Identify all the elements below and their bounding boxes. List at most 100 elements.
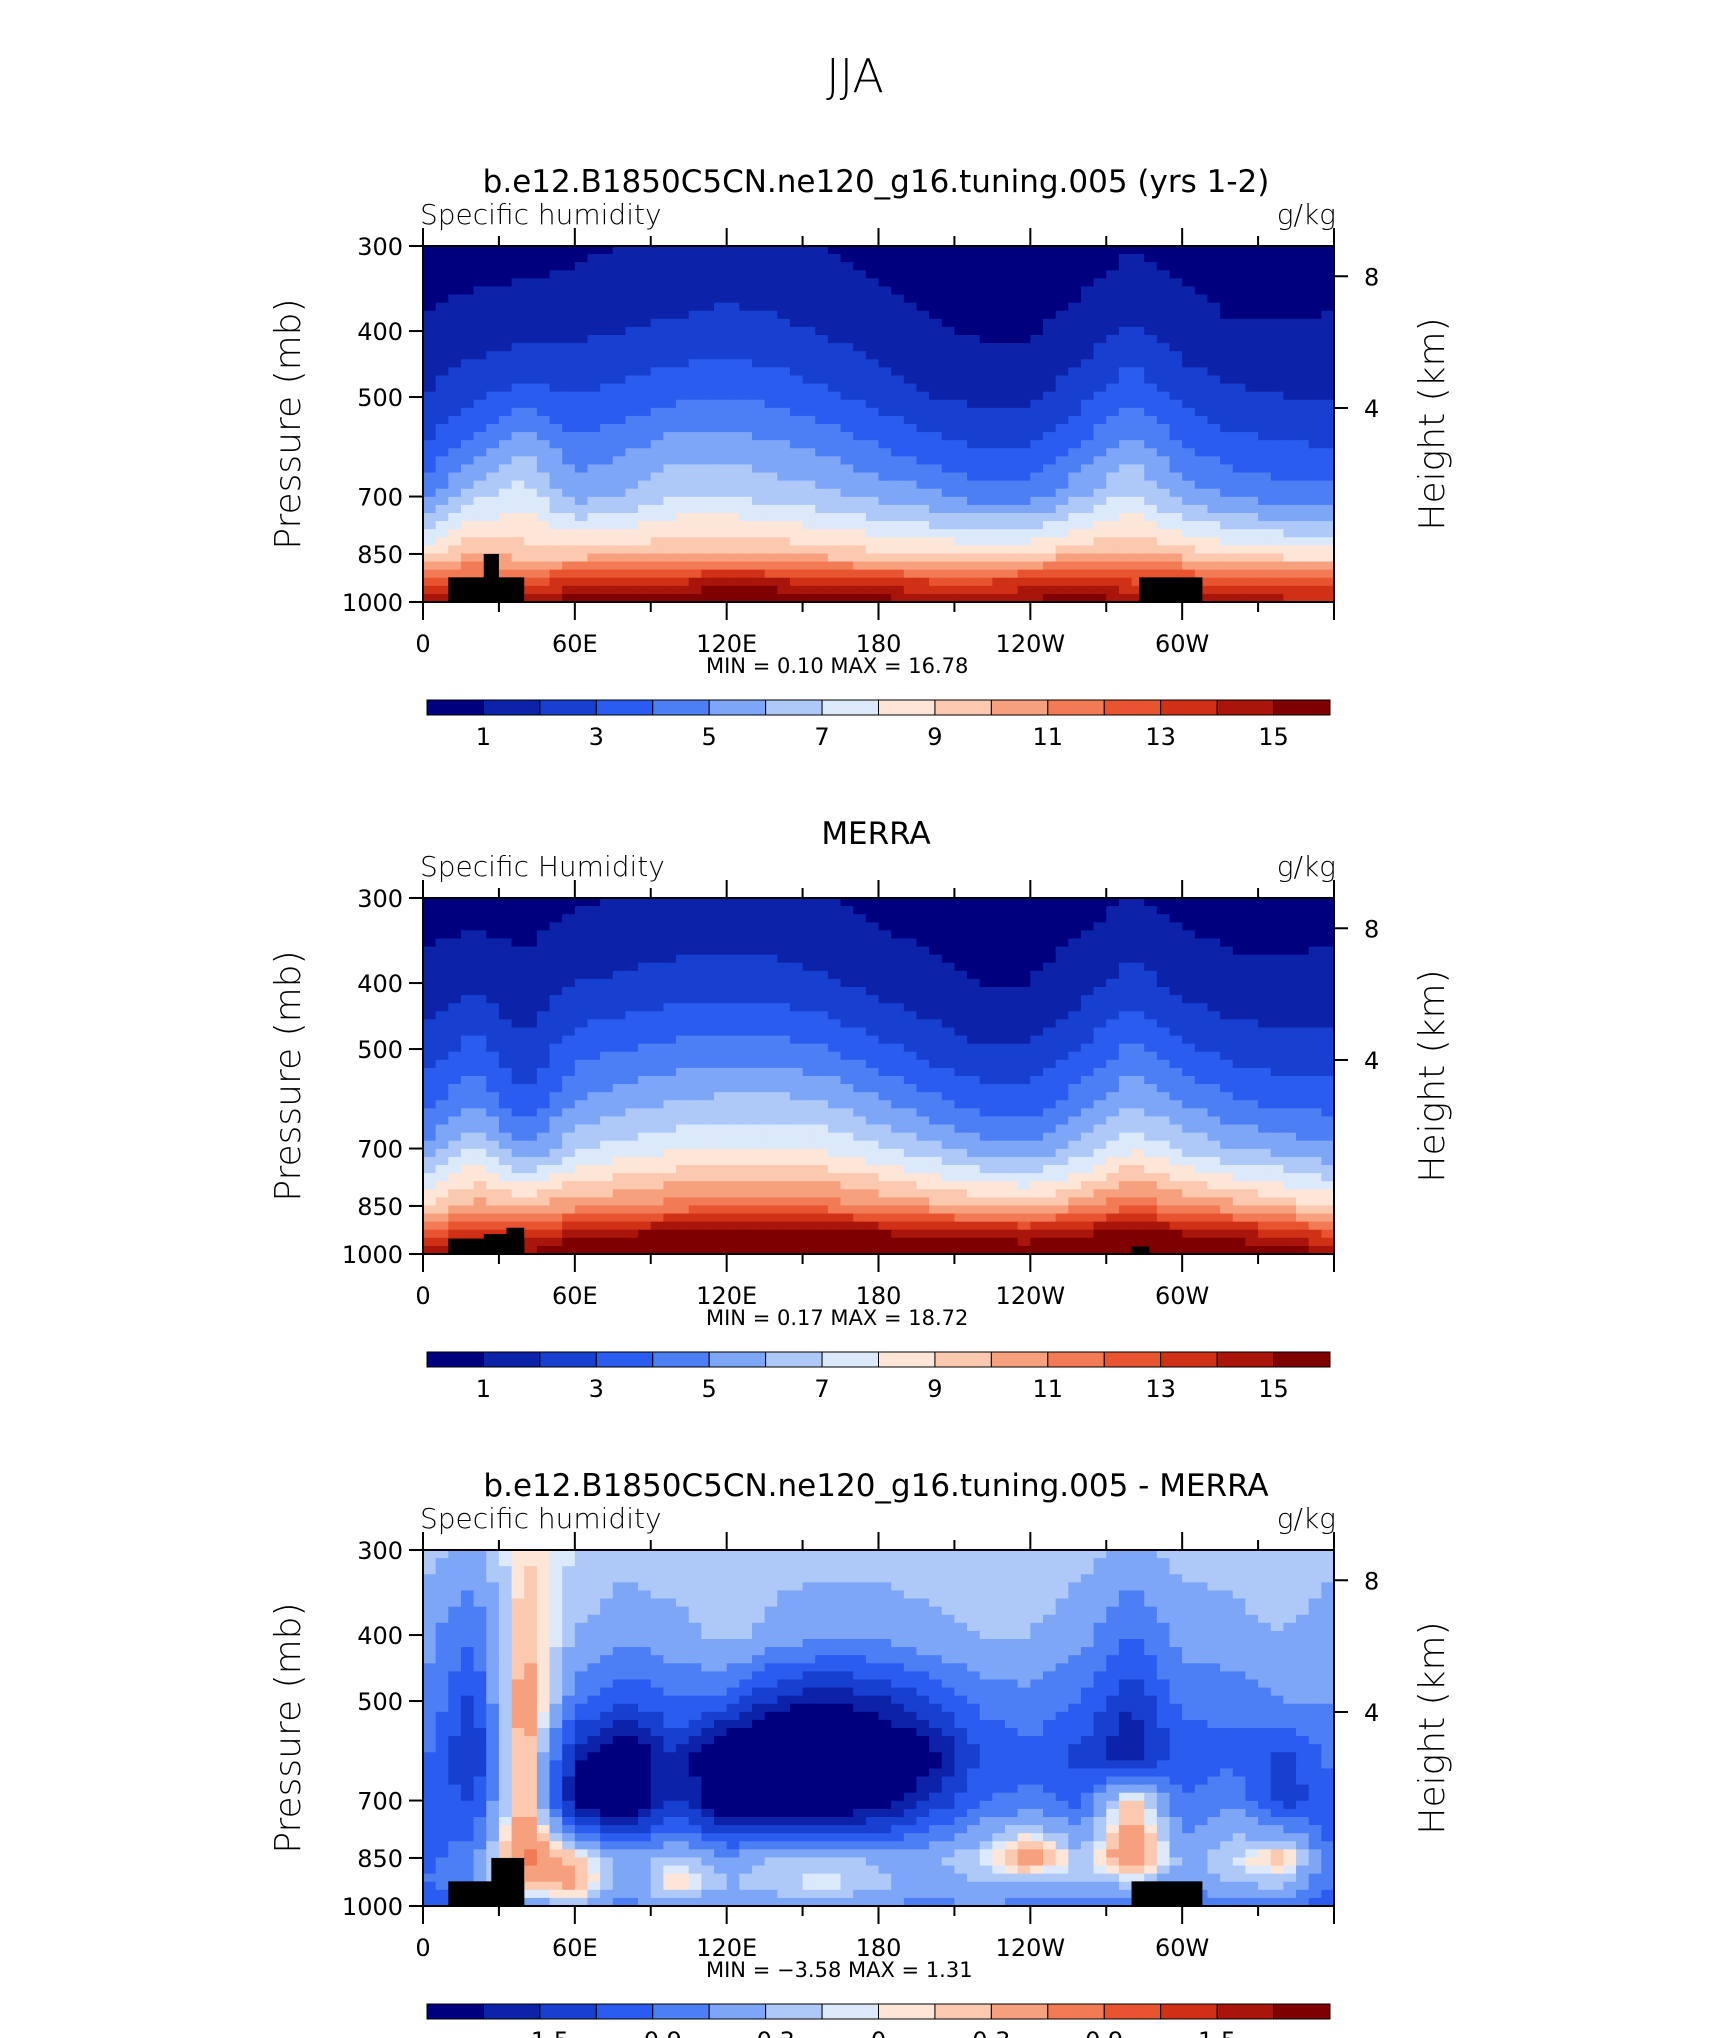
field-cell [1182, 472, 1196, 482]
field-cell [638, 318, 652, 328]
field-cell [1017, 1059, 1031, 1069]
field-cell [1093, 561, 1107, 571]
field-cell [739, 318, 753, 328]
field-cell [1321, 448, 1335, 457]
field-cell [612, 922, 627, 931]
field-cell [524, 351, 538, 360]
field-cell [967, 569, 981, 579]
field-cell [676, 553, 690, 563]
field-cell [1068, 962, 1082, 972]
field-cell [1131, 1067, 1145, 1077]
field-cell [536, 561, 551, 571]
field-cell [827, 962, 842, 972]
field-cell [1093, 246, 1107, 255]
field-cell [840, 1043, 854, 1053]
field-cell [524, 464, 538, 474]
field-cell [1258, 504, 1272, 514]
field-cell [460, 456, 475, 466]
field-cell [638, 375, 652, 385]
field-cell [714, 930, 728, 940]
field-cell [891, 545, 905, 555]
field-cell [979, 391, 993, 401]
field-cell [448, 504, 462, 514]
field-cell [941, 480, 956, 490]
field-cell [1144, 424, 1158, 433]
field-cell [1308, 496, 1322, 506]
field-cell [929, 407, 943, 417]
field-cell [1270, 537, 1284, 546]
field-cell [726, 946, 740, 956]
field-cell [600, 351, 614, 360]
field-cell [701, 318, 715, 328]
field-cell [1093, 987, 1107, 996]
field-cell [929, 375, 943, 385]
field-cell [1283, 504, 1297, 514]
field-cell [992, 545, 1006, 555]
field-cell [587, 270, 601, 279]
field-cell [1258, 335, 1272, 344]
field-cell [688, 415, 702, 425]
field-cell [650, 424, 664, 433]
field-cell [688, 464, 702, 474]
field-cell [498, 513, 513, 522]
field-cell [827, 448, 842, 457]
field-cell [524, 383, 538, 393]
field-cell [739, 906, 753, 915]
field-cell [1169, 529, 1183, 538]
field-cell [1005, 938, 1019, 948]
field-cell [1245, 898, 1259, 907]
field-cell [1308, 569, 1322, 579]
field-cell [954, 448, 968, 457]
field-cell [1068, 1084, 1082, 1093]
field-cell [751, 946, 766, 956]
field-cell [992, 922, 1006, 931]
field-cell [903, 1019, 918, 1029]
field-cell [1106, 302, 1120, 312]
field-cell [1030, 545, 1044, 555]
field-cell [789, 310, 804, 320]
field-cell [1042, 922, 1057, 931]
field-cell [600, 922, 614, 931]
field-cell [751, 1084, 766, 1093]
field-cell [891, 504, 905, 514]
field-cell [802, 898, 816, 907]
field-cell [777, 415, 791, 425]
field-cell [929, 1051, 943, 1061]
field-cell [916, 585, 930, 595]
field-cell [498, 488, 513, 498]
field-cell [1144, 504, 1158, 514]
field-cell [1308, 359, 1322, 368]
field-cell [1131, 1051, 1145, 1061]
field-cell [511, 302, 525, 312]
field-cell [1258, 424, 1272, 433]
field-cell [726, 537, 740, 546]
field-cell [1030, 521, 1044, 530]
field-cell [929, 569, 943, 579]
field-cell [1207, 424, 1221, 433]
field-cell [1042, 375, 1057, 385]
field-cell [1131, 914, 1145, 923]
field-cell [423, 946, 437, 956]
field-cell [1068, 553, 1082, 563]
field-cell [929, 302, 943, 312]
field-cell [423, 326, 437, 336]
field-cell [1270, 561, 1284, 571]
field-cell [739, 424, 753, 433]
field-cell [612, 898, 627, 907]
field-cell [1182, 1011, 1196, 1020]
field-cell [498, 262, 513, 271]
field-cell [764, 262, 778, 271]
field-cell [992, 367, 1006, 377]
field-cell [1156, 1059, 1171, 1069]
field-cell [802, 326, 816, 336]
field-cell [916, 367, 930, 377]
field-cell [1283, 537, 1297, 546]
field-cell [435, 399, 449, 409]
field-cell [726, 294, 740, 304]
field-cell [638, 246, 652, 255]
field-cell [815, 407, 829, 417]
field-cell [486, 399, 500, 409]
field-cell [435, 407, 449, 417]
field-cell [562, 1043, 576, 1053]
field-cell [549, 898, 563, 907]
